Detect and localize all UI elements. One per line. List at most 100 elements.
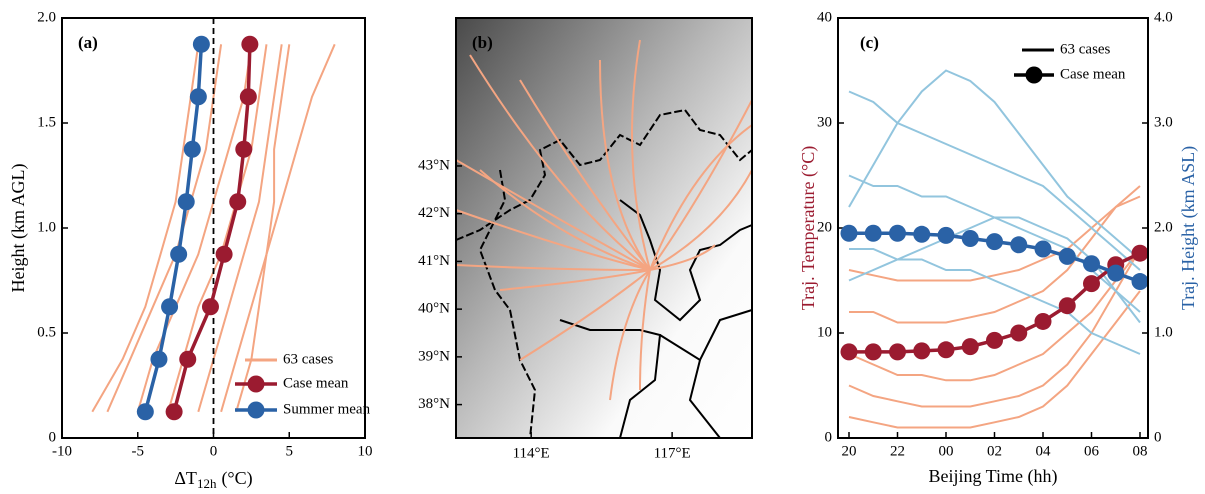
x-tick-label: 00 xyxy=(939,443,954,459)
mean-marker xyxy=(137,403,154,420)
mean-marker xyxy=(178,193,195,210)
mean-marker xyxy=(889,343,906,360)
panel-label: (c) xyxy=(860,33,879,52)
mean-marker xyxy=(841,225,858,242)
y-tick-label: 2.0 xyxy=(37,9,56,25)
y-tick-label: 1.0 xyxy=(37,219,56,235)
x-label-sub: 12h xyxy=(197,476,217,491)
y-axis-label: Height (km AGL) xyxy=(8,164,29,293)
y-tick-label: 43°N xyxy=(418,157,450,173)
y-tick-label: 20 xyxy=(817,219,832,235)
y-tick-label: 1.5 xyxy=(37,114,56,130)
x-tick-label: 06 xyxy=(1084,443,1100,459)
case-profile xyxy=(198,44,281,412)
mean-marker xyxy=(190,88,207,105)
legend-label: Summer mean xyxy=(283,401,371,417)
x-tick-label: 20 xyxy=(842,443,857,459)
x-label-unit: (°C) xyxy=(221,468,252,489)
mean-marker xyxy=(235,141,252,158)
mean-marker xyxy=(1132,245,1149,262)
mean-marker xyxy=(865,225,882,242)
mean-marker xyxy=(1132,273,1149,290)
y-tick-label: 10 xyxy=(817,324,832,340)
x-axis-label: Beijing Time (hh) xyxy=(928,466,1057,487)
x-tick-label: 114°E xyxy=(513,445,550,461)
mean-marker xyxy=(962,230,979,247)
y-tick-label: 30 xyxy=(817,114,832,130)
mean-marker xyxy=(938,227,955,244)
mean-marker xyxy=(229,193,246,210)
mean-marker xyxy=(1035,241,1052,258)
y2-tick-label: 3.0 xyxy=(1154,114,1173,130)
mean-marker xyxy=(962,338,979,355)
mean-marker xyxy=(150,351,167,368)
y-tick-label: 41°N xyxy=(418,253,450,269)
mean-marker xyxy=(179,351,196,368)
y2-tick-label: 0 xyxy=(1154,429,1162,445)
page: -10 -5 0 5 10 0 0.5 1.0 1.5 2.0 63 cases Case mean S… xyxy=(0,0,1205,494)
y2-axis-label: Traj. Height (km ASL) xyxy=(1178,146,1199,310)
panel-label: (b) xyxy=(472,33,493,52)
x-tick-label: -5 xyxy=(132,443,145,459)
mean-marker xyxy=(1035,313,1052,330)
panel-label: (a) xyxy=(78,33,98,52)
x-tick-label: 117°E xyxy=(654,445,691,461)
legend-label: Case mean xyxy=(1060,66,1126,82)
x-tick-label: 22 xyxy=(890,443,905,459)
mean-marker xyxy=(865,343,882,360)
mean-marker xyxy=(202,298,219,315)
y2-tick-label: 4.0 xyxy=(1154,9,1173,25)
y-tick-label: 38°N xyxy=(418,396,450,412)
mean-marker xyxy=(1010,236,1027,253)
mean-marker xyxy=(1083,255,1100,272)
y-tick-label: 0 xyxy=(825,429,833,445)
y-tick-label: 39°N xyxy=(418,348,450,364)
x-tick-label: 0 xyxy=(210,443,218,459)
mean-marker xyxy=(913,342,930,359)
mean-marker xyxy=(889,225,906,242)
figure: -10 -5 0 5 10 0 0.5 1.0 1.5 2.0 63 cases Case mean S… xyxy=(0,0,1205,494)
x-label-main: ΔT xyxy=(174,468,197,488)
mean-marker xyxy=(161,298,178,315)
legend-marker xyxy=(1026,67,1043,84)
legend-label: Case mean xyxy=(283,375,349,391)
y-axis-label: Traj. Temperature (°C) xyxy=(798,146,819,310)
mean-marker xyxy=(1083,275,1100,292)
mean-marker xyxy=(938,341,955,358)
legend-marker xyxy=(248,402,265,419)
mean-marker xyxy=(166,403,183,420)
mean-marker xyxy=(986,233,1003,250)
mean-marker xyxy=(216,246,233,263)
case-line xyxy=(849,186,1140,323)
mean-marker xyxy=(1010,325,1027,342)
y-tick-label: 40°N xyxy=(418,301,450,317)
mean-marker xyxy=(170,246,187,263)
mean-marker xyxy=(1059,297,1076,314)
mean-marker xyxy=(1107,265,1124,282)
legend-label: 63 cases xyxy=(283,351,334,367)
y2-tick-label: 1.0 xyxy=(1154,324,1173,340)
y-tick-label: 0 xyxy=(49,429,57,445)
mean-marker xyxy=(193,36,210,53)
y-tick-label: 42°N xyxy=(418,205,450,221)
mean-marker xyxy=(241,36,258,53)
mean-marker xyxy=(986,332,1003,349)
x-tick-label: 04 xyxy=(1036,443,1052,459)
mean-marker xyxy=(913,226,930,243)
y-tick-label: 0.5 xyxy=(37,324,56,340)
x-tick-label: 02 xyxy=(987,443,1002,459)
mean-marker xyxy=(184,141,201,158)
legend-label: 63 cases xyxy=(1060,41,1111,57)
x-tick-label: 5 xyxy=(286,443,294,459)
x-tick-label: 08 xyxy=(1133,443,1148,459)
legend-marker xyxy=(248,376,265,393)
y2-tick-label: 2.0 xyxy=(1154,219,1173,235)
x-tick-label: -10 xyxy=(52,443,72,459)
x-axis-label: ΔT12h (°C) xyxy=(174,468,252,491)
mean-marker xyxy=(240,88,257,105)
mean-marker xyxy=(1059,248,1076,265)
x-tick-label: 10 xyxy=(358,443,373,459)
case-line xyxy=(849,249,1140,407)
mean-marker xyxy=(841,343,858,360)
y-tick-label: 40 xyxy=(817,9,832,25)
